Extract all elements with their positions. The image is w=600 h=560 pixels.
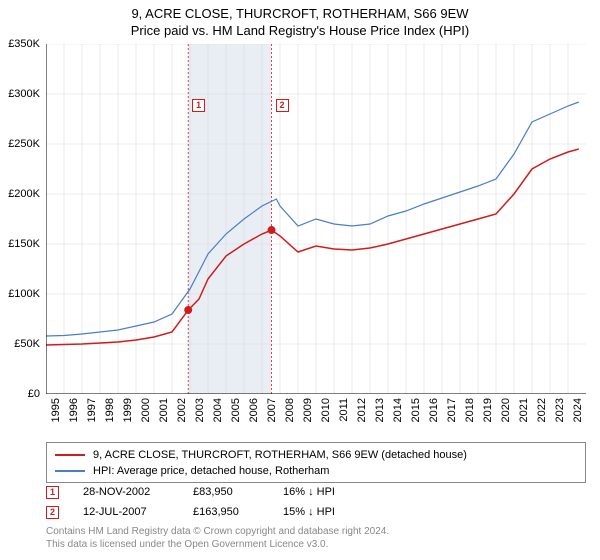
x-tick-label: 2022: [536, 398, 548, 422]
x-tick-label: 2006: [248, 398, 260, 422]
x-tick-label: 2015: [410, 398, 422, 422]
y-tick-label: £300K: [8, 88, 40, 100]
x-tick-label: 2000: [140, 398, 152, 422]
x-tick-label: 2011: [338, 398, 350, 422]
y-tick-label: £350K: [8, 38, 40, 50]
x-tick-label: 2023: [554, 398, 566, 422]
legend-swatch-1: [55, 454, 85, 456]
chart-svg: [46, 44, 586, 394]
x-tick-label: 2024: [572, 398, 584, 422]
chart-marker-box: 2: [276, 99, 289, 112]
title-line-2: Price paid vs. HM Land Registry's House …: [0, 23, 600, 40]
y-tick-label: £100K: [8, 288, 40, 300]
point-delta-2: 15% ↓ HPI: [283, 506, 335, 518]
point-date-2: 12-JUL-2007: [83, 506, 193, 518]
title-line-1: 9, ACRE CLOSE, THURCROFT, ROTHERHAM, S66…: [0, 6, 600, 23]
x-tick-label: 1998: [104, 398, 116, 422]
point-price-1: £83,950: [193, 486, 283, 498]
x-tick-label: 2019: [482, 398, 494, 422]
x-tick-label: 2013: [374, 398, 386, 422]
x-tick-label: 1999: [122, 398, 134, 422]
x-tick-label: 2021: [518, 398, 530, 422]
x-tick-label: 2009: [302, 398, 314, 422]
x-tick-label: 2008: [284, 398, 296, 422]
point-marker-1: 1: [46, 486, 59, 499]
x-tick-label: 2003: [194, 398, 206, 422]
legend: 9, ACRE CLOSE, THURCROFT, ROTHERHAM, S66…: [46, 442, 586, 483]
x-tick-label: 2012: [356, 398, 368, 422]
point-date-1: 28-NOV-2002: [83, 486, 193, 498]
chart-marker-box: 1: [192, 99, 205, 112]
x-tick-label: 2005: [230, 398, 242, 422]
chart-area: £0£50K£100K£150K£200K£250K£300K£350K: [46, 44, 586, 394]
y-tick-label: £250K: [8, 138, 40, 150]
x-tick-label: 2018: [464, 398, 476, 422]
sale-points-table: 1 28-NOV-2002 £83,950 16% ↓ HPI 2 12-JUL…: [46, 482, 335, 522]
legend-label-1: 9, ACRE CLOSE, THURCROFT, ROTHERHAM, S66…: [93, 449, 467, 461]
x-tick-label: 2017: [446, 398, 458, 422]
x-tick-label: 2020: [500, 398, 512, 422]
y-tick-label: £0: [28, 388, 40, 400]
x-tick-label: 2001: [158, 398, 170, 422]
point-price-2: £163,950: [193, 506, 283, 518]
footer-line-2: This data is licensed under the Open Gov…: [46, 539, 389, 552]
x-tick-label: 2004: [212, 398, 224, 422]
x-tick-label: 1997: [86, 398, 98, 422]
x-tick-label: 2014: [392, 398, 404, 422]
point-delta-1: 16% ↓ HPI: [283, 486, 335, 498]
x-tick-label: 2010: [320, 398, 332, 422]
legend-label-2: HPI: Average price, detached house, Roth…: [93, 465, 329, 477]
x-tick-label: 1996: [68, 398, 80, 422]
footer-line-1: Contains HM Land Registry data © Crown c…: [46, 526, 389, 539]
footer-attribution: Contains HM Land Registry data © Crown c…: [46, 526, 389, 551]
x-tick-label: 2002: [176, 398, 188, 422]
y-tick-label: £150K: [8, 238, 40, 250]
y-tick-label: £200K: [8, 188, 40, 200]
y-tick-label: £50K: [14, 338, 40, 350]
legend-swatch-2: [55, 470, 85, 472]
chart-title: 9, ACRE CLOSE, THURCROFT, ROTHERHAM, S66…: [0, 0, 600, 42]
x-tick-label: 1995: [50, 398, 62, 422]
point-marker-2: 2: [46, 506, 59, 519]
x-tick-label: 2007: [266, 398, 278, 422]
x-tick-label: 2016: [428, 398, 440, 422]
